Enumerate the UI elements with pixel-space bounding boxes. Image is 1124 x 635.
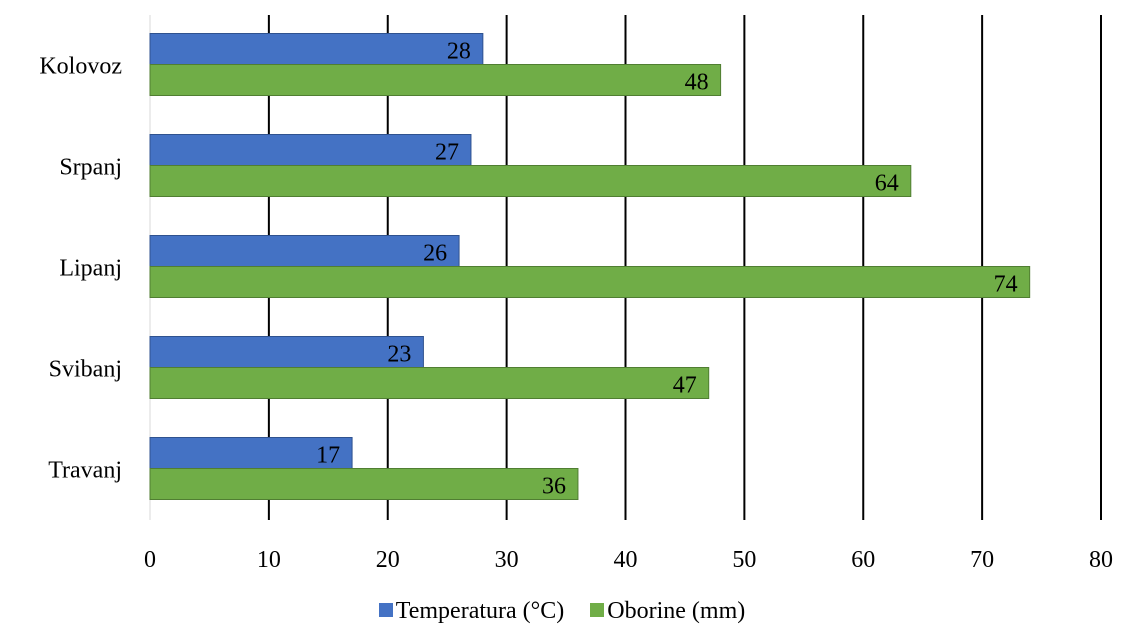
x-axis-ticks: 0 10 20 30 40 50 60 70 80: [144, 547, 1113, 573]
x-tick-label: 80: [1089, 547, 1113, 573]
y-category-kolovoz: Kolovoz: [39, 54, 122, 80]
bar-temperatura-c-kolovoz: [149, 33, 484, 65]
x-tick-label: 10: [257, 547, 281, 573]
data-labels: 17 36 23 47 26 74 27 64 28 48: [316, 39, 1018, 500]
legend-label-temperatura: Temperatura (°C): [395, 598, 565, 624]
y-category-travanj: Travanj: [48, 458, 122, 484]
bars: [149, 33, 1031, 500]
data-label-oborine-mm-svibanj: 47: [673, 373, 697, 399]
bar-chart: 17 36 23 47 26 74 27 64 28 48 0 10 20 30 40 50 60 70 80 T…: [39, 15, 1113, 573]
legend-item-oborine: Oborine (mm): [590, 598, 745, 625]
x-tick-label: 60: [851, 547, 875, 573]
y-axis-categories: Travanj Svibanj Lipanj Srpanj Kolovoz: [39, 54, 122, 484]
bar-oborine-mm-kolovoz: [149, 64, 722, 96]
legend-label-oborine: Oborine (mm): [607, 598, 746, 624]
bar-temperatura-c-travanj: [149, 437, 353, 469]
x-tick-label: 30: [495, 547, 519, 573]
y-category-srpanj: Srpanj: [59, 155, 122, 181]
legend-item-temperatura: Temperatura (°C): [378, 598, 565, 625]
data-label-oborine-mm-lipanj: 74: [994, 272, 1018, 298]
x-tick-label: 70: [970, 547, 994, 573]
data-label-temperatura-c-travanj: 17: [316, 443, 340, 469]
legend-swatch-oborine: [590, 603, 605, 618]
bar-oborine-mm-travanj: [149, 468, 579, 500]
x-tick-label: 40: [614, 547, 638, 573]
x-tick-label: 0: [144, 547, 156, 573]
y-category-lipanj: Lipanj: [59, 256, 122, 282]
data-label-temperatura-c-kolovoz: 28: [447, 39, 471, 65]
data-label-oborine-mm-srpanj: 64: [875, 171, 899, 197]
y-category-svibanj: Svibanj: [49, 357, 122, 383]
data-label-temperatura-c-srpanj: 27: [435, 140, 459, 166]
data-label-temperatura-c-svibanj: 23: [387, 342, 411, 368]
bar-temperatura-c-svibanj: [149, 336, 424, 368]
bar-oborine-mm-lipanj: [149, 266, 1031, 298]
x-tick-label: 20: [376, 547, 400, 573]
legend: Temperatura (°C) Oborine (mm): [0, 598, 1124, 625]
data-label-oborine-mm-travanj: 36: [542, 474, 566, 500]
bar-oborine-mm-srpanj: [149, 165, 912, 197]
legend-swatch-temperatura: [378, 603, 393, 618]
x-tick-label: 50: [732, 547, 756, 573]
data-label-oborine-mm-kolovoz: 48: [685, 70, 709, 96]
bar-temperatura-c-srpanj: [149, 134, 472, 166]
bar-oborine-mm-svibanj: [149, 367, 710, 399]
bar-temperatura-c-lipanj: [149, 235, 460, 267]
data-label-temperatura-c-lipanj: 26: [423, 241, 447, 267]
